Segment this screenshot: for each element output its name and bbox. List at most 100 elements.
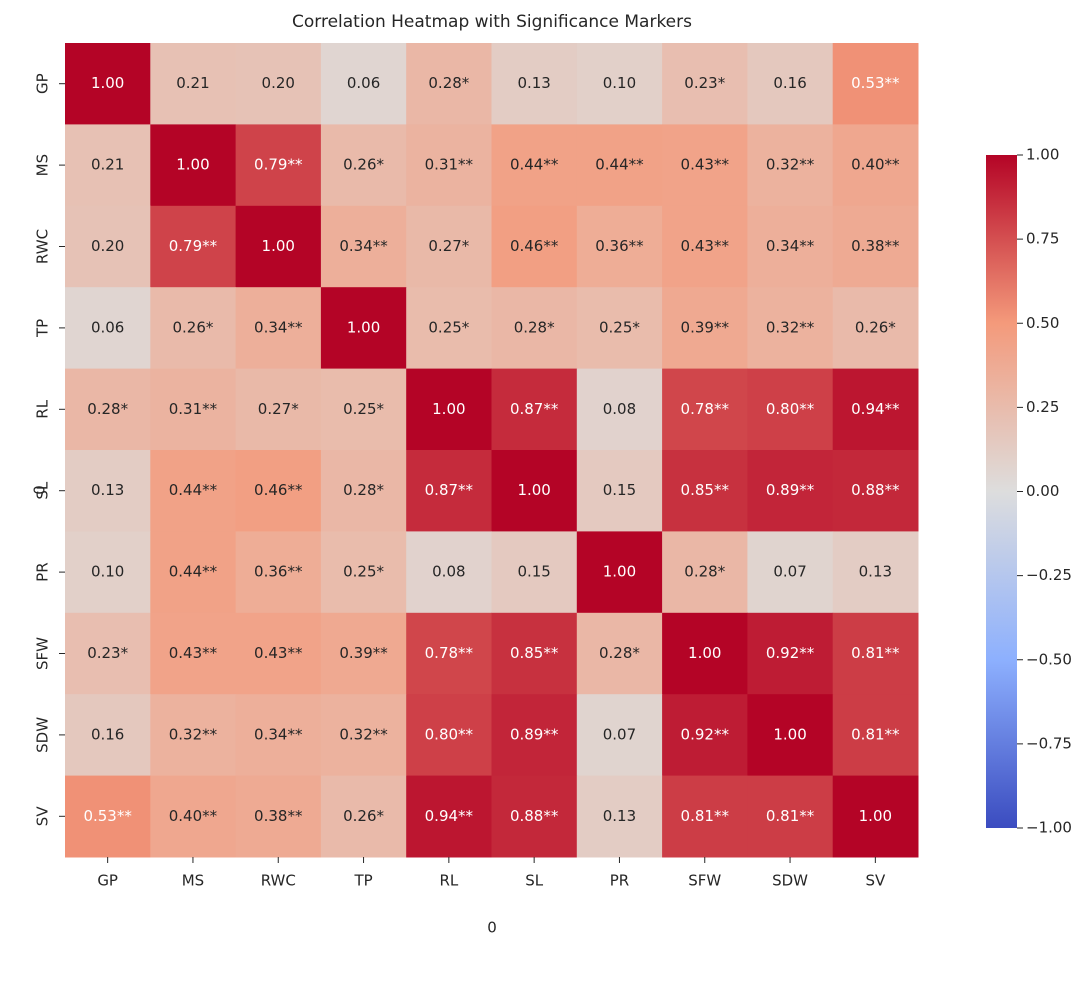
- heatmap-cell: [320, 368, 407, 451]
- colorbar-tick-label: 0.50: [1026, 314, 1059, 332]
- heatmap-cell: [406, 287, 492, 370]
- cell-label: 0.34**: [766, 237, 815, 255]
- heatmap-cell: [150, 287, 237, 370]
- heatmap-cell: [662, 694, 748, 777]
- cell-label: 0.23*: [684, 74, 725, 92]
- y-tick-label: TP: [34, 319, 52, 338]
- cell-label: 0.85**: [681, 481, 730, 499]
- heatmap-cell: [576, 694, 663, 777]
- cell-label: 0.25*: [343, 563, 384, 581]
- cell-label: 0.94**: [851, 400, 900, 418]
- y-axis-label: 0: [31, 485, 49, 495]
- x-tick-label: SDW: [772, 872, 808, 890]
- heatmap-cell: [491, 205, 578, 288]
- cell-label: 0.16: [91, 725, 124, 743]
- heatmap-cell: [747, 287, 834, 370]
- heatmap-cell: [747, 612, 834, 695]
- heatmap-cell: [576, 124, 663, 207]
- heatmap-cell: [320, 205, 407, 288]
- x-tick-label: GP: [97, 872, 118, 890]
- heatmap-cell: [150, 775, 237, 858]
- heatmap-cell: [320, 287, 407, 370]
- heatmap-cell: [747, 694, 834, 777]
- colorbar-tick-label: −0.25: [1026, 566, 1072, 584]
- heatmap-cell: [576, 450, 663, 532]
- heatmap-cell: [235, 450, 322, 532]
- cell-label: 1.00: [432, 400, 465, 418]
- heatmap-cell: [320, 612, 407, 695]
- heatmap-cell: [491, 43, 578, 125]
- colorbar-tick-label: 0.25: [1026, 398, 1059, 416]
- cell-label: 0.87**: [425, 481, 474, 499]
- cell-label: 0.43**: [681, 237, 730, 255]
- heatmap-cell: [576, 287, 663, 370]
- x-tick-label: RWC: [261, 872, 296, 890]
- heatmap-cell: [662, 124, 748, 207]
- colorbar-tick-label: 0.75: [1026, 230, 1059, 248]
- y-tick-label: PR: [34, 562, 52, 581]
- cell-label: 0.25*: [343, 400, 384, 418]
- cell-label: 0.79**: [169, 237, 218, 255]
- heatmap-cell: [150, 531, 237, 614]
- heatmap-cell: [491, 124, 578, 207]
- heatmap-cell: [150, 368, 237, 451]
- heatmap-cell: [491, 775, 578, 858]
- heatmap-cell: [406, 694, 492, 777]
- y-tick-label: SL: [34, 481, 52, 500]
- cell-label: 1.00: [859, 807, 892, 825]
- cell-label: 0.26*: [343, 807, 384, 825]
- x-axis-label: 0: [487, 919, 497, 937]
- heatmap-cell: [320, 531, 407, 614]
- cell-label: 0.26*: [343, 156, 384, 174]
- heatmap-cell: [491, 694, 578, 777]
- heatmap-cell: [235, 694, 322, 777]
- heatmap-cell: [491, 531, 578, 614]
- heatmap-cell: [491, 368, 578, 451]
- cell-label: 0.26*: [172, 318, 213, 336]
- heatmap-cell: [662, 775, 748, 858]
- cell-label: 0.27*: [258, 400, 299, 418]
- heatmap-cell: [832, 124, 919, 207]
- cell-label: 0.32**: [339, 725, 388, 743]
- cell-label: 0.08: [603, 400, 636, 418]
- cell-label: 0.88**: [510, 807, 559, 825]
- cell-label: 0.10: [603, 74, 636, 92]
- cell-label: 0.81**: [681, 807, 730, 825]
- cell-label: 0.44**: [510, 156, 559, 174]
- cell-label: 0.32**: [766, 318, 815, 336]
- heatmap-cell: [150, 612, 237, 695]
- cell-label: 1.00: [91, 74, 124, 92]
- heatmap-cell: [662, 287, 748, 370]
- heatmap-cell: [747, 368, 834, 451]
- cell-label: 0.28*: [87, 400, 128, 418]
- colorbar-tick-label: 1.00: [1026, 146, 1059, 164]
- cell-label: 0.36**: [254, 563, 303, 581]
- cell-label: 0.28*: [599, 644, 640, 662]
- x-tick-label: MS: [182, 872, 204, 890]
- cell-label: 0.06: [347, 74, 380, 92]
- colorbar-tick-label: −1.00: [1026, 819, 1072, 837]
- heatmap-cell: [235, 205, 322, 288]
- cell-label: 0.34**: [339, 237, 388, 255]
- cell-label: 0.40**: [169, 807, 218, 825]
- heatmap-cell: [65, 43, 151, 125]
- cell-label: 0.80**: [766, 400, 815, 418]
- cell-label: 0.13: [91, 481, 124, 499]
- cell-label: 0.15: [603, 481, 636, 499]
- heatmap-cell: [576, 43, 663, 125]
- y-tick-label: SV: [34, 806, 52, 827]
- chart-title: Correlation Heatmap with Significance Ma…: [292, 12, 692, 32]
- cell-label: 0.13: [859, 563, 892, 581]
- cell-label: 0.07: [603, 725, 636, 743]
- cell-label: 0.87**: [510, 400, 559, 418]
- heatmap-cell: [491, 612, 578, 695]
- heatmap-cell: [406, 531, 492, 614]
- x-tick-label: SV: [865, 872, 886, 890]
- heatmap-cell: [150, 124, 237, 207]
- heatmap-cell: [832, 694, 919, 777]
- cell-label: 1.00: [262, 237, 295, 255]
- cell-label: 0.36**: [595, 237, 644, 255]
- heatmap-cell: [235, 43, 322, 125]
- heatmap-cell: [235, 612, 322, 695]
